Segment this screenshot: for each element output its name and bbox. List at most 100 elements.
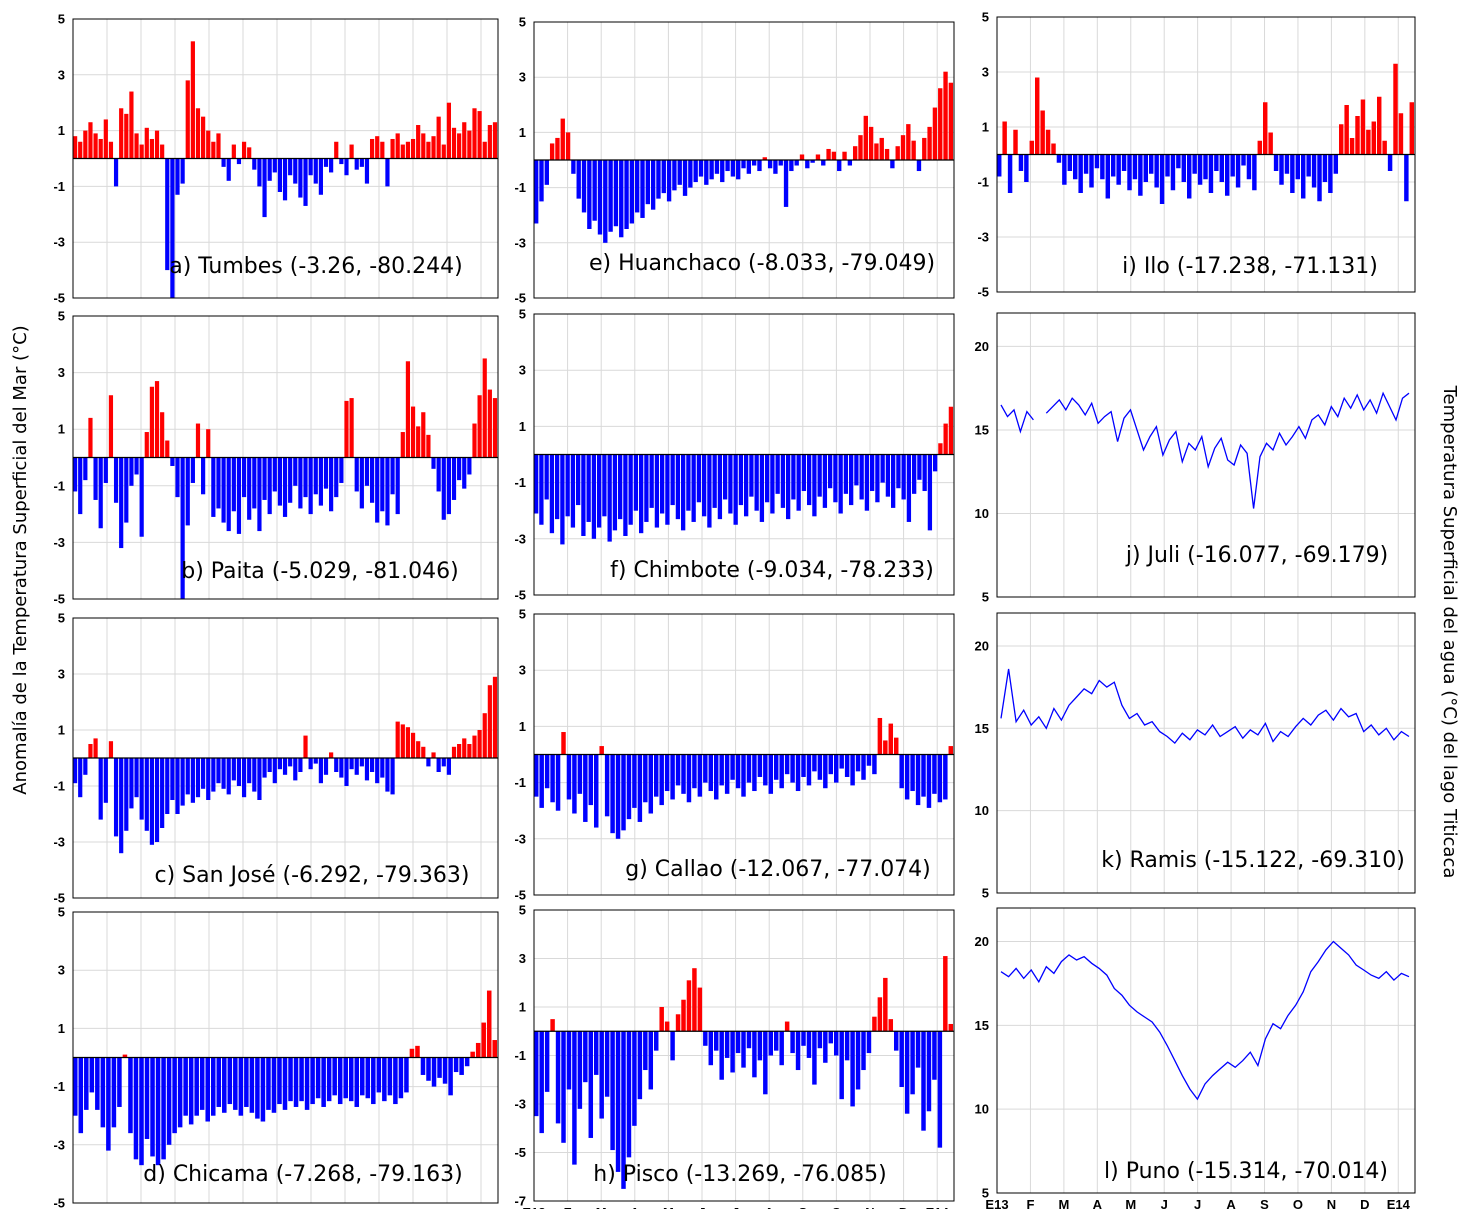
bar — [103, 457, 108, 483]
bar — [144, 758, 149, 831]
bar — [1371, 121, 1377, 155]
bar — [446, 102, 451, 159]
y-tick-label: -5 — [53, 291, 65, 306]
bar — [194, 1057, 199, 1116]
bar — [1040, 110, 1045, 155]
bar — [272, 158, 277, 173]
bar — [441, 758, 446, 767]
bar — [681, 754, 686, 794]
bar — [492, 398, 498, 458]
bar — [702, 454, 707, 517]
chart-panel-l: 5 10 15 20 l) Puno (-15.314, -70.014) E13 F M A M… — [975, 907, 1416, 1209]
y-tick-label: 3 — [58, 667, 65, 682]
bar — [741, 1031, 746, 1068]
bar — [487, 125, 492, 159]
bar — [315, 1057, 321, 1099]
bar — [400, 144, 405, 159]
bar — [1263, 102, 1268, 155]
y-tick-label: 3 — [519, 663, 526, 678]
bar — [859, 454, 864, 500]
bar — [144, 127, 149, 159]
bar — [308, 457, 313, 515]
bar — [282, 1057, 288, 1110]
bar — [161, 1057, 166, 1160]
bar — [778, 160, 783, 166]
bar — [571, 160, 576, 174]
bar — [838, 454, 843, 514]
bar — [155, 1057, 161, 1166]
bar — [744, 454, 749, 517]
bar — [664, 754, 670, 792]
bar — [643, 754, 648, 803]
bar — [597, 454, 602, 528]
plot-area — [997, 908, 1415, 1193]
bar — [222, 1057, 227, 1113]
y-tick-label: -1 — [514, 475, 526, 490]
bar — [703, 754, 708, 783]
bar — [874, 143, 879, 160]
bar — [185, 457, 190, 526]
x-tick-label: M — [1058, 1197, 1069, 1209]
x-tick-label: N — [1327, 1197, 1336, 1209]
bar — [868, 126, 874, 160]
bar — [712, 454, 717, 508]
bar — [888, 723, 894, 755]
bar — [948, 1023, 954, 1032]
bar — [775, 454, 780, 494]
bar — [139, 758, 144, 820]
bar — [675, 1014, 681, 1032]
bar — [364, 158, 370, 184]
bar — [364, 457, 370, 486]
bar — [534, 1031, 539, 1117]
bar — [910, 1031, 915, 1095]
x-tick-label: N — [865, 1205, 874, 1209]
bar — [654, 754, 659, 797]
bar — [1382, 140, 1387, 155]
bar — [462, 122, 467, 159]
bar — [855, 754, 861, 772]
y-tick-label: -1 — [514, 1048, 526, 1063]
bar — [1094, 154, 1100, 169]
bar — [583, 754, 588, 822]
bar — [1007, 154, 1013, 193]
bar — [774, 754, 779, 780]
bar — [103, 119, 108, 159]
bar — [665, 454, 670, 525]
y-tick-label: -5 — [514, 588, 526, 603]
bar — [817, 1031, 823, 1049]
bar — [767, 160, 773, 169]
bar — [326, 1057, 332, 1102]
bar — [1029, 140, 1035, 155]
bar — [1295, 154, 1301, 180]
bar — [180, 457, 185, 599]
bar — [604, 754, 610, 817]
x-tick-label: S — [1260, 1197, 1269, 1209]
bar — [637, 754, 643, 822]
x-tick-label: E13 — [61, 1207, 84, 1209]
bar — [736, 160, 741, 180]
bar — [385, 457, 390, 526]
bar — [904, 1031, 910, 1114]
bar — [817, 454, 822, 497]
plot-area — [997, 613, 1415, 893]
bar — [180, 158, 185, 184]
bar — [746, 754, 752, 783]
bar — [477, 111, 482, 159]
bar — [661, 160, 666, 194]
bar — [549, 143, 555, 160]
bar — [544, 754, 550, 789]
bar — [486, 990, 492, 1058]
bar — [73, 1057, 78, 1116]
bar — [323, 158, 329, 167]
bar — [692, 968, 697, 1032]
y-tick-label: -3 — [514, 531, 526, 546]
bar — [1192, 154, 1197, 174]
bar — [205, 1057, 210, 1122]
bar — [334, 141, 339, 159]
x-tick-label: J — [273, 1207, 280, 1209]
y-tick-label: 5 — [58, 611, 65, 626]
bar — [906, 454, 912, 522]
bar — [344, 758, 349, 786]
bar — [922, 137, 927, 160]
y-tick-label: 1 — [519, 125, 526, 140]
